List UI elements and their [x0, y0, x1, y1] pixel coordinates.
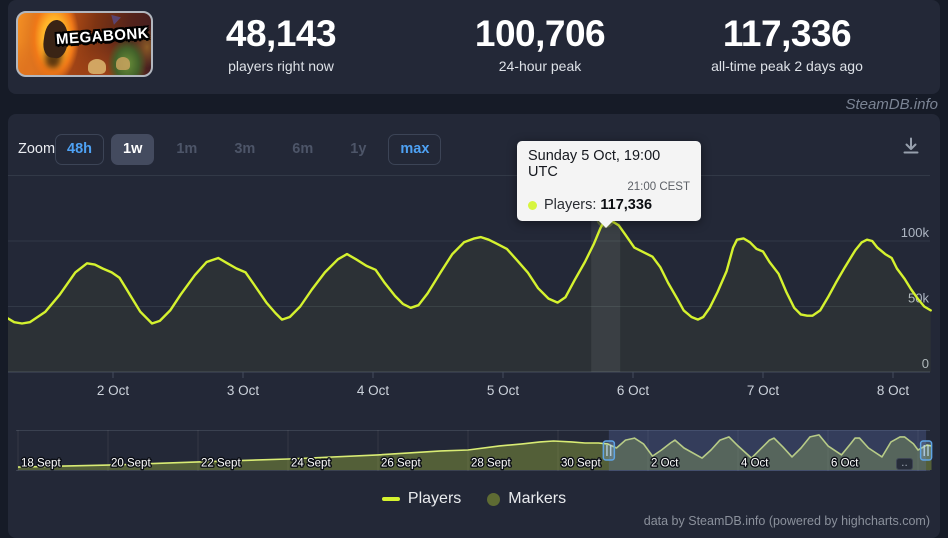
tooltip-series-label: Players: — [544, 197, 597, 213]
series-dot-icon — [528, 200, 537, 210]
game-logo: MEGABONK — [55, 24, 150, 49]
players-line-swatch-icon — [381, 497, 400, 501]
zoom-range-3m-button: 3m — [225, 134, 264, 165]
tooltip-players-value: 117,336 — [600, 197, 653, 213]
chart-legend: Players Markers — [8, 490, 940, 508]
tooltip-local-time: 21:00 CEST — [627, 181, 690, 193]
svg-text:6 Oct: 6 Oct — [617, 383, 650, 398]
tooltip-players-row: Players: 117,336 — [528, 197, 690, 213]
zoom-range-max-button[interactable]: max — [388, 134, 442, 165]
download-chart-icon[interactable] — [901, 136, 921, 156]
capsule-flag-art — [109, 14, 121, 27]
svg-text:5 Oct: 5 Oct — [487, 383, 520, 398]
steamdb-watermark: SteamDB.info — [845, 96, 938, 113]
zoom-label: Zoom — [18, 141, 56, 157]
legend-item-players[interactable]: Players — [381, 490, 462, 508]
game-capsule[interactable]: MEGABONK — [16, 11, 153, 77]
svg-text:2 Oct: 2 Oct — [651, 458, 679, 470]
legend-item-markers[interactable]: Markers — [487, 490, 566, 508]
chart-credits[interactable]: data by SteamDB.info (powered by highcha… — [643, 514, 930, 528]
header-card: MEGABONK 48,143 players right now 100,70… — [8, 0, 940, 94]
all-time-peak-stat: 117,336 all-time peak 2 days ago — [667, 13, 907, 74]
zoom-range-48h-button[interactable]: 48h — [55, 134, 104, 165]
legend-label: Players — [407, 490, 462, 507]
svg-text:6 Oct: 6 Oct — [831, 458, 859, 470]
zoom-range-1y-button: 1y — [341, 134, 375, 165]
svg-text:30 Sept: 30 Sept — [561, 458, 601, 470]
zoom-range-1m-button: 1m — [167, 134, 206, 165]
svg-text:18 Sept: 18 Sept — [21, 458, 61, 470]
zoom-range-buttons: 48h 1w 1m 3m 6m 1y max — [55, 134, 442, 165]
zoom-range-1w-button[interactable]: 1w — [111, 134, 155, 165]
svg-text:22 Sept: 22 Sept — [201, 458, 241, 470]
stat-value: 48,143 — [225, 13, 337, 54]
capsule-skeleton-art — [88, 59, 106, 74]
svg-text:20 Sept: 20 Sept — [111, 458, 151, 470]
svg-text:26 Sept: 26 Sept — [381, 458, 421, 470]
svg-text:100k: 100k — [901, 225, 930, 240]
zoom-range-6m-button: 6m — [283, 134, 322, 165]
svg-text:7 Oct: 7 Oct — [747, 383, 780, 398]
capsule-skeleton-art — [116, 57, 130, 70]
markers-dot-swatch-icon — [487, 492, 501, 506]
chart-tooltip: Sunday 5 Oct, 19:00 UTC 21:00 CEST Playe… — [517, 141, 701, 228]
peak-24h-stat: 100,706 24-hour peak — [420, 13, 660, 74]
tooltip-date: Sunday 5 Oct, 19:00 UTC — [528, 148, 661, 180]
stat-value: 117,336 — [722, 13, 852, 54]
stat-label: 24-hour peak — [498, 57, 582, 74]
legend-label: Markers — [508, 490, 567, 507]
svg-text:2 Oct: 2 Oct — [97, 383, 130, 398]
svg-text:28 Sept: 28 Sept — [471, 458, 511, 470]
svg-text:0: 0 — [922, 356, 929, 371]
svg-text:4 Oct: 4 Oct — [357, 383, 390, 398]
stat-label: all-time peak 2 days ago — [711, 57, 863, 74]
svg-text:24 Sept: 24 Sept — [291, 458, 331, 470]
svg-text:8 Oct: 8 Oct — [877, 383, 910, 398]
navigator-more-badge[interactable]: ‥ — [896, 458, 913, 470]
chart-card: Zoom 48h 1w 1m 3m 6m 1y max 2 Oct 3 Oct 4 … — [8, 114, 940, 538]
players-now-stat: 48,143 players right now — [161, 13, 401, 74]
svg-text:4 Oct: 4 Oct — [741, 458, 769, 470]
stat-value: 100,706 — [474, 13, 606, 54]
svg-text:3 Oct: 3 Oct — [227, 383, 260, 398]
stat-label: players right now — [228, 57, 334, 74]
